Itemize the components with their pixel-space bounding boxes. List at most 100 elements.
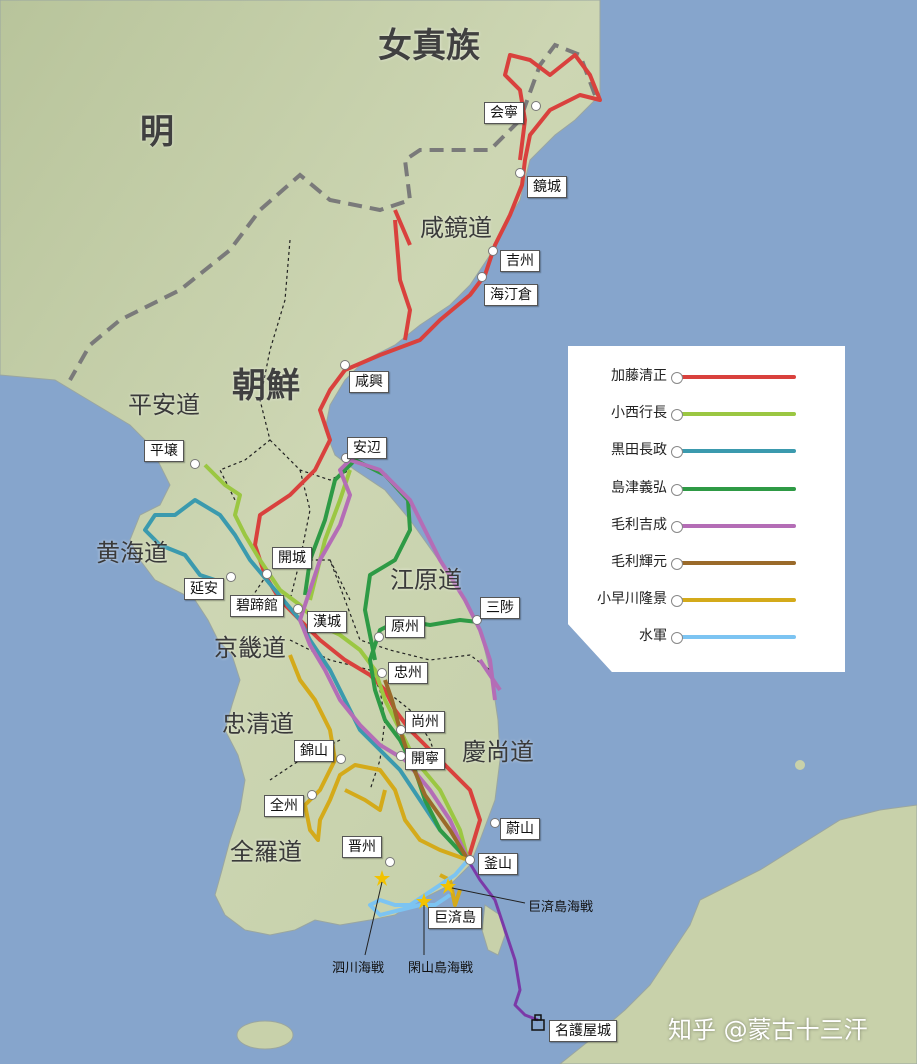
legend-label: 毛利吉成 <box>611 517 667 533</box>
city-dot <box>472 615 482 625</box>
city-label: 吉州 <box>500 250 540 272</box>
city-label: 尚州 <box>405 711 445 733</box>
legend-line-swatch <box>676 412 796 416</box>
legend-line-swatch <box>676 635 796 639</box>
city-dot <box>515 168 525 178</box>
legend-line-swatch <box>676 449 796 453</box>
legend-line-swatch <box>676 487 796 491</box>
city-label: 海汀倉 <box>484 284 538 306</box>
legend-label: 水軍 <box>639 628 667 644</box>
city-label: 開寧 <box>405 748 445 770</box>
city-dot <box>490 818 500 828</box>
city-dot <box>385 857 395 867</box>
legend-row: 黒田長政 <box>568 440 845 460</box>
city-label: 釜山 <box>478 853 518 875</box>
city-label: 碧蹄館 <box>230 595 284 617</box>
region-label-gyeonggi: 京畿道 <box>214 634 286 662</box>
city-label: 原州 <box>385 616 425 638</box>
legend-dot <box>671 521 683 533</box>
region-label-gyeongsang: 慶尚道 <box>462 738 534 766</box>
legend-dot <box>671 595 683 607</box>
city-label: 巨済島 <box>428 907 482 929</box>
city-label: 延安 <box>184 578 224 600</box>
battle-label-okpo: 巨済島海戦 <box>528 900 594 915</box>
city-dot <box>477 272 487 282</box>
legend-dot <box>671 558 683 570</box>
battle-label-hansando: 閑山島海戦 <box>408 961 474 976</box>
city-label: 三陟 <box>480 597 520 619</box>
mainland-landmass <box>0 0 601 936</box>
legend-dot <box>671 409 683 421</box>
legend-line-swatch <box>676 375 796 379</box>
city-label: 鏡城 <box>527 176 567 198</box>
legend-line-swatch <box>676 561 796 565</box>
city-label: 咸興 <box>349 371 389 393</box>
city-dot <box>340 360 350 370</box>
city-dot <box>307 790 317 800</box>
battle-star-hansando <box>416 893 432 909</box>
leader-okpo <box>451 887 526 904</box>
legend-line-swatch <box>676 598 796 602</box>
city-dot <box>531 101 541 111</box>
legend-label: 小早川隆景 <box>597 591 667 607</box>
city-label: 晋州 <box>342 836 382 858</box>
region-label-pyongan: 平安道 <box>128 391 200 419</box>
legend-panel: 加藤清正小西行長黒田長政島津義弘毛利吉成毛利輝元小早川隆景水軍 <box>568 346 845 672</box>
city-label: 漢城 <box>307 611 347 633</box>
legend-row: 水軍 <box>568 626 845 646</box>
legend-label: 毛利輝元 <box>611 554 667 570</box>
legend-row: 加藤清正 <box>568 366 845 386</box>
legend-row: 毛利輝元 <box>568 552 845 572</box>
battle-label-sacheon: 泗川海戦 <box>332 961 385 976</box>
region-label-joseon: 朝鮮 <box>232 366 300 406</box>
legend-row: 小西行長 <box>568 403 845 423</box>
legend-row: 島津義弘 <box>568 478 845 498</box>
legend-dot <box>671 446 683 458</box>
region-label-jurchen: 女真族 <box>378 26 480 66</box>
city-dot <box>293 604 303 614</box>
city-dot <box>465 855 475 865</box>
jeju-island <box>236 1020 294 1050</box>
legend-corner <box>568 622 618 672</box>
legend-dot <box>671 632 683 644</box>
battle-star-sacheon <box>374 870 390 886</box>
legend-dot <box>671 372 683 384</box>
watermark-text: 知乎 @蒙古十三汗 <box>668 1016 868 1044</box>
castle-icon <box>531 1014 545 1031</box>
city-label: 全州 <box>264 795 304 817</box>
city-dot <box>262 569 272 579</box>
city-dot <box>488 246 498 256</box>
city-label: 安辺 <box>347 437 387 459</box>
route-to-nagoya <box>466 859 539 1022</box>
ulleung-island <box>795 760 805 770</box>
city-label: 開城 <box>272 547 312 569</box>
legend-label: 小西行長 <box>611 405 667 421</box>
legend-label: 加藤清正 <box>611 368 667 384</box>
route-navy <box>368 858 470 917</box>
region-label-gangwon: 江原道 <box>390 566 462 594</box>
legend-row: 毛利吉成 <box>568 515 845 535</box>
city-dot <box>374 632 384 642</box>
legend-label: 島津義弘 <box>611 480 667 496</box>
region-label-jeolla: 全羅道 <box>230 838 302 866</box>
city-label: 錦山 <box>294 740 334 762</box>
city-label: 平壌 <box>144 440 184 462</box>
legend-row: 小早川隆景 <box>568 589 845 609</box>
city-dot <box>226 572 236 582</box>
city-label: 名護屋城 <box>549 1020 617 1042</box>
city-dot <box>336 754 346 764</box>
city-label: 会寧 <box>484 102 524 124</box>
legend-label: 黒田長政 <box>611 442 667 458</box>
battle-star-okpo <box>440 878 456 894</box>
legend-line-swatch <box>676 524 796 528</box>
city-dot <box>190 459 200 469</box>
city-dot <box>377 668 387 678</box>
region-label-hamgyong: 咸鏡道 <box>420 214 492 242</box>
japan-landmass <box>559 804 917 1064</box>
city-label: 蔚山 <box>500 818 540 840</box>
leader-sacheon <box>364 881 383 956</box>
legend-dot <box>671 484 683 496</box>
region-label-ming: 明 <box>140 112 174 152</box>
region-label-hwanghae: 黄海道 <box>96 539 168 567</box>
